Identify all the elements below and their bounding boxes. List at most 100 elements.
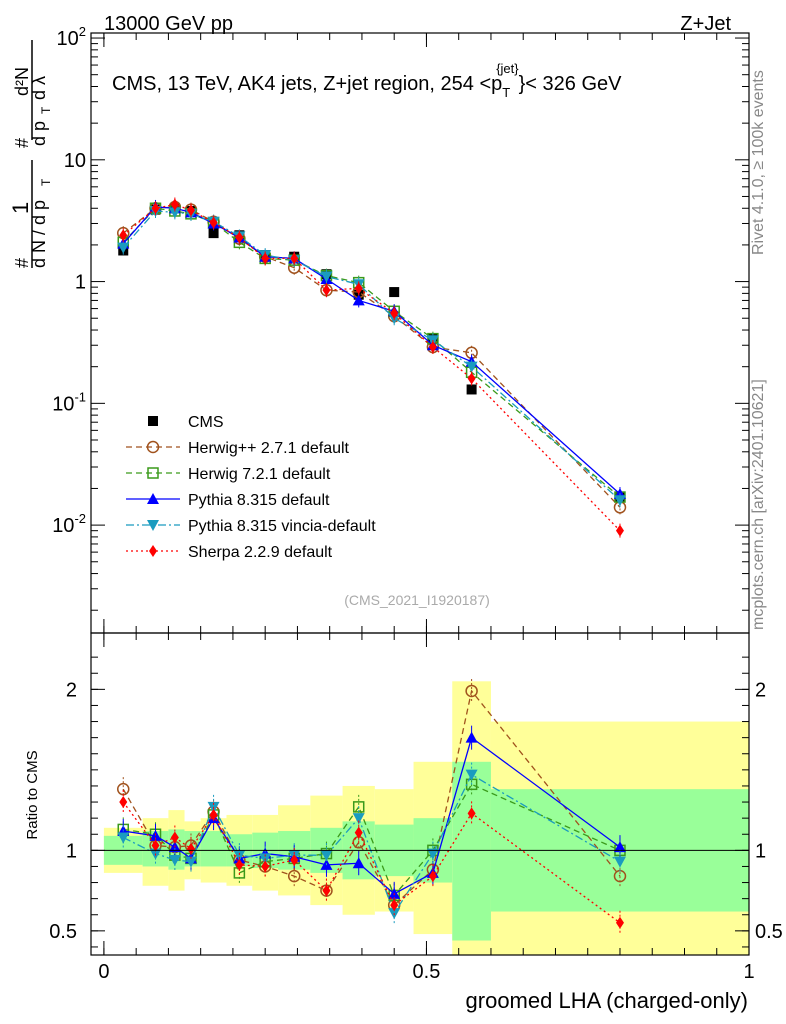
main-point-sherpa	[290, 252, 299, 265]
legend: CMS Herwig++ 2.7.1 default Herwig 7.2.1 de…	[126, 414, 376, 561]
main-point-sherpa	[322, 284, 331, 297]
main-point-sherpa	[119, 229, 128, 242]
main-panel-series	[117, 197, 627, 538]
svg-text:#: #	[12, 258, 32, 268]
xtick-label: 0.5	[413, 961, 441, 983]
ratio-point-sherpa	[209, 808, 218, 821]
svg-text:d²N: d²N	[12, 67, 32, 96]
ratio-point-vincia	[465, 769, 478, 781]
ratio-point-sherpa	[467, 807, 476, 820]
ratio-point-sherpa	[615, 916, 624, 929]
svg-text:d p: d p	[29, 121, 49, 146]
xtick-label: 1	[743, 961, 754, 983]
main-point-sherpa	[170, 198, 179, 211]
ratio-point-herwigpp	[287, 869, 301, 883]
main-y-axis-label: # 1 d N / d p T # d²N d p T d λ	[8, 40, 53, 268]
ratio-point-vincia	[426, 848, 439, 860]
rivet-label: Rivet 4.1.0, ≥ 100k events	[750, 70, 767, 255]
xtick-label: 0	[98, 961, 109, 983]
process-label: Z+Jet	[680, 13, 731, 35]
ratio-ytick-label-right: 2	[755, 679, 766, 701]
ratio-ytick-label-left: 2	[66, 679, 77, 701]
main-point-data	[208, 228, 219, 239]
main-point-sherpa	[235, 231, 244, 244]
legend-marker-vincia	[147, 520, 159, 531]
main-point-sherpa	[186, 204, 195, 217]
energy-label: 13000 GeV pp	[104, 13, 233, 35]
main-point-data	[389, 287, 400, 298]
legend-label-herwigpp: Herwig++ 2.7.1 default	[188, 440, 350, 457]
main-point-sherpa	[390, 307, 399, 320]
ratio-point-sherpa	[428, 870, 437, 883]
ratio-ytick-label-right: 0.5	[755, 921, 783, 943]
main-point-data	[466, 384, 477, 395]
main-ytick-label: 10-2	[52, 511, 86, 537]
ratio-point-herwigpp	[465, 684, 478, 698]
legend-marker-pythia	[147, 493, 159, 504]
legend-marker-sherpa	[149, 545, 157, 557]
legend-label-sherpa: Sherpa 2.2.9 default	[188, 544, 333, 561]
plot-title: CMS, 13 TeV, AK4 jets, Z+jet region, 254…	[112, 61, 622, 100]
legend-label-herwig7: Herwig 7.2.1 default	[188, 466, 331, 483]
ratio-point-vincia	[352, 813, 365, 825]
svg-text:1: 1	[8, 202, 33, 214]
ratio-point-sherpa	[322, 884, 331, 897]
ratio-point-sherpa	[151, 839, 160, 852]
ratio-ytick-label-left: 1	[66, 840, 77, 862]
band-inner-bin	[200, 831, 227, 867]
ratio-point-sherpa	[261, 860, 270, 873]
legend-marker-herwig7	[147, 467, 159, 479]
main-point-pythia	[352, 294, 365, 306]
main-point-sherpa	[354, 282, 363, 295]
main-point-sherpa	[615, 524, 624, 537]
x-axis-label: groomed LHA (charged-only)	[466, 988, 748, 1013]
main-point-sherpa	[209, 216, 218, 229]
svg-text:d λ: d λ	[29, 76, 49, 100]
main-point-vincia	[613, 495, 626, 507]
ratio-point-sherpa	[186, 842, 195, 855]
ratio-point-pythia	[613, 841, 626, 853]
main-point-vincia	[465, 361, 478, 373]
ratio-point-vincia	[320, 850, 333, 862]
main-line-sherpa	[122, 203, 621, 532]
main-point-sherpa	[428, 341, 437, 354]
main-point-sherpa	[261, 252, 270, 265]
svg-text:T: T	[39, 178, 53, 186]
ratio-ytick-label-left: 0.5	[49, 921, 77, 943]
main-ytick-label: 1	[75, 272, 86, 294]
main-point-vincia	[168, 207, 181, 219]
main-point-vincia	[320, 271, 333, 283]
svg-text:d N / d p: d N / d p	[29, 200, 49, 268]
legend-label-vincia: Pythia 8.315 vincia-default	[188, 518, 376, 535]
main-point-sherpa	[151, 202, 160, 215]
ratio-y-axis-label: Ratio to CMS	[24, 750, 41, 839]
ratio-point-vincia	[117, 832, 130, 844]
main-ytick-label: 10	[64, 150, 86, 172]
main-line-herwigpp	[122, 206, 621, 508]
main-series-vincia	[117, 203, 626, 508]
ratio-point-vincia	[233, 850, 246, 862]
main-line-herwig7	[122, 207, 621, 498]
ratio-point-pythia	[352, 857, 365, 869]
ratio-point-sherpa	[354, 826, 363, 839]
ratio-point-sherpa	[170, 831, 179, 844]
legend-label-pythia: Pythia 8.315 default	[188, 492, 330, 509]
ratio-point-sherpa	[390, 899, 399, 912]
ratio-point-sherpa	[235, 858, 244, 871]
ratio-point-sherpa	[290, 854, 299, 867]
ratio-series-sherpa	[119, 790, 624, 935]
svg-text:T: T	[39, 106, 53, 114]
ratio-point-pythia	[465, 731, 478, 743]
legend-label-data: CMS	[188, 414, 224, 431]
main-series-data	[118, 203, 625, 503]
ratio-uncertainty-bands	[103, 681, 749, 955]
ratio-point-vincia	[613, 856, 626, 868]
ratio-point-sherpa	[119, 796, 128, 809]
ratio-line-herwigpp	[122, 689, 621, 907]
legend-marker-herwigpp	[146, 440, 160, 454]
main-ytick-label: 10-1	[52, 389, 86, 415]
analysis-tag: (CMS_2021_I1920187)	[344, 592, 490, 608]
svg-text:#: #	[12, 138, 32, 148]
ratio-panel-series	[117, 678, 627, 935]
